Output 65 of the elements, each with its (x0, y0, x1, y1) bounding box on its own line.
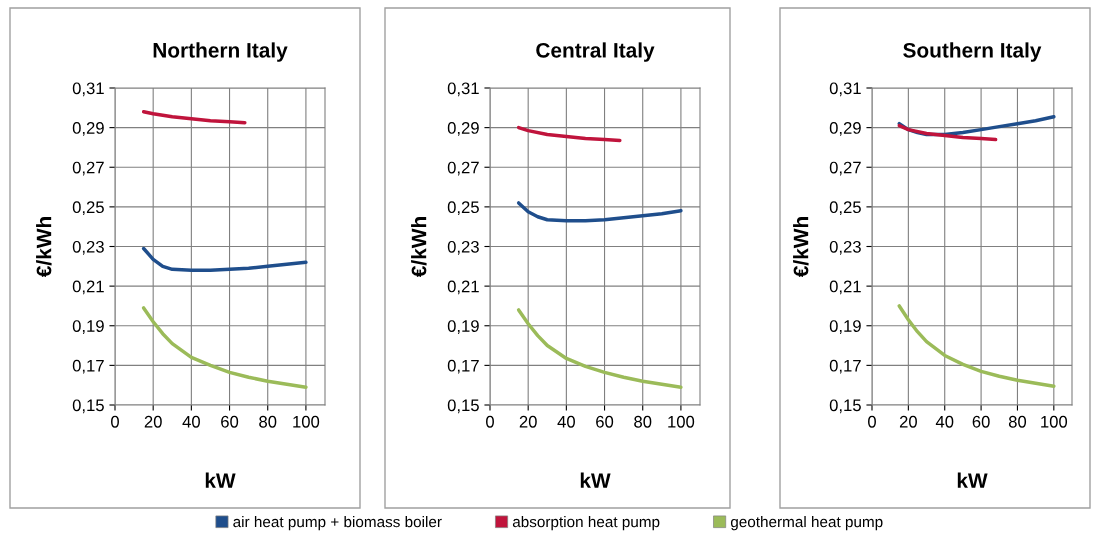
y-tick-label: 0,15 (447, 399, 479, 414)
y-tick-label: 0,31 (72, 82, 104, 97)
y-tick-label: 0,17 (72, 359, 104, 374)
x-tick-label: 40 (935, 415, 954, 428)
y-tick-label: 0,19 (72, 320, 104, 334)
y-tick-label: 0,21 (829, 280, 861, 295)
line-series (516, 201, 683, 223)
y-tick-label: 0,31 (829, 82, 861, 97)
x-tick-label: 0 (868, 415, 876, 428)
y-tick-label: 0,15 (72, 399, 104, 414)
y-tick-label: 0,15 (829, 399, 861, 414)
x-tick-label: 60 (972, 415, 990, 428)
y-tick-label: 0,31 (447, 82, 479, 97)
chart-title: Southern Italy (903, 42, 1042, 62)
x-tick-label: 20 (144, 415, 162, 428)
y-tick-label: 0,21 (447, 280, 479, 295)
y-tick-label: 0,25 (72, 201, 104, 216)
line-series (516, 308, 683, 389)
y-tick-label: 0,27 (447, 161, 479, 176)
y-tick-label: 0,27 (72, 161, 104, 176)
y-tick-label: 0,19 (447, 320, 479, 334)
legend-label: air heat pump + biomass boiler (233, 516, 442, 531)
chart-title: Central Italy (536, 42, 655, 62)
x-tick-label: 0 (486, 415, 494, 428)
y-tick-label: 0,25 (447, 201, 479, 216)
x-tick-label: 80 (634, 415, 652, 428)
x-tick-label: 40 (557, 415, 575, 428)
legend-label: geothermal heat pump (730, 516, 883, 531)
line-series (141, 110, 247, 125)
y-tick-label: 0,25 (829, 201, 861, 216)
y-tick-label: 0,23 (447, 240, 479, 255)
x-tick-label: 40 (182, 415, 200, 428)
x-tick-label: 80 (1008, 415, 1027, 428)
line-series (516, 125, 622, 143)
y-tick-label: 0,21 (72, 280, 104, 295)
line-series (141, 246, 308, 273)
y-tick-label: 0,29 (72, 122, 104, 136)
x-tick-label: 100 (668, 415, 695, 428)
y-tick-label: 0,19 (829, 320, 861, 334)
line-series (897, 123, 998, 142)
y-axis-title: €/kWh (793, 217, 809, 278)
x-tick-label: 20 (519, 415, 537, 428)
y-tick-label: 0,23 (72, 240, 104, 255)
y-tick-label: 0,17 (829, 359, 861, 374)
x-tick-label: 20 (899, 415, 917, 428)
y-tick-label: 0,17 (447, 359, 479, 374)
x-tick-label: 100 (293, 415, 320, 428)
y-tick-label: 0,29 (829, 122, 861, 136)
line-series (897, 304, 1056, 388)
x-tick-label: 0 (111, 415, 119, 428)
chart-title: Northern Italy (153, 42, 288, 62)
y-axis-title: €/kWh (36, 217, 52, 278)
x-axis-title: kW (580, 472, 611, 488)
y-tick-label: 0,27 (829, 161, 861, 176)
x-axis-title: kW (957, 472, 988, 488)
x-tick-label: 80 (259, 415, 277, 428)
x-axis-title: kW (205, 472, 236, 488)
y-tick-label: 0,23 (829, 240, 861, 255)
x-tick-label: 100 (1041, 415, 1068, 428)
y-axis-title: €/kWh (411, 217, 427, 278)
legend-label: absorption heat pump (512, 516, 660, 531)
line-series (141, 306, 308, 389)
x-tick-label: 60 (596, 415, 614, 428)
y-tick-label: 0,29 (447, 122, 479, 136)
x-tick-label: 60 (221, 415, 239, 428)
